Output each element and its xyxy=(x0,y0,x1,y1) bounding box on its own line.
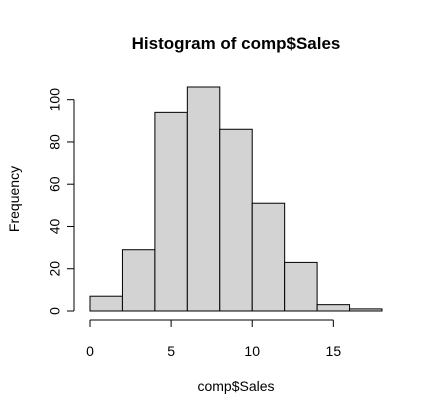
histogram-bar-5 xyxy=(251,202,286,312)
y-tick-label-80: 80 xyxy=(47,134,63,150)
x-tick-label-10: 10 xyxy=(244,343,260,359)
histogram-bar-6 xyxy=(284,261,318,312)
x-axis-label: comp$Sales xyxy=(197,378,274,394)
y-tick-label-0: 0 xyxy=(47,307,63,315)
x-axis: 0 5 10 15 xyxy=(86,319,342,359)
x-tick-label-15: 15 xyxy=(326,343,342,359)
y-tick-label-60: 60 xyxy=(47,176,63,192)
histogram-bar-3 xyxy=(186,86,221,312)
histogram-bar-1 xyxy=(121,249,156,312)
histogram-bar-2 xyxy=(154,111,188,312)
y-axis-label: Frequency xyxy=(6,166,22,232)
y-tick-label-100: 100 xyxy=(47,88,63,112)
y-tick-label-20: 20 xyxy=(47,261,63,277)
bars-group xyxy=(89,86,383,312)
histogram-bar-4 xyxy=(219,128,253,312)
x-tick-label-0: 0 xyxy=(86,343,94,359)
y-tick-label-40: 40 xyxy=(47,218,63,234)
y-axis: 0 20 40 60 80 100 xyxy=(47,88,75,315)
histogram-bar-0 xyxy=(89,295,123,312)
histogram-bar-8 xyxy=(349,308,383,312)
x-tick-label-5: 5 xyxy=(167,343,175,359)
histogram-bar-7 xyxy=(316,304,351,312)
chart-title: Histogram of comp$Sales xyxy=(132,34,341,53)
